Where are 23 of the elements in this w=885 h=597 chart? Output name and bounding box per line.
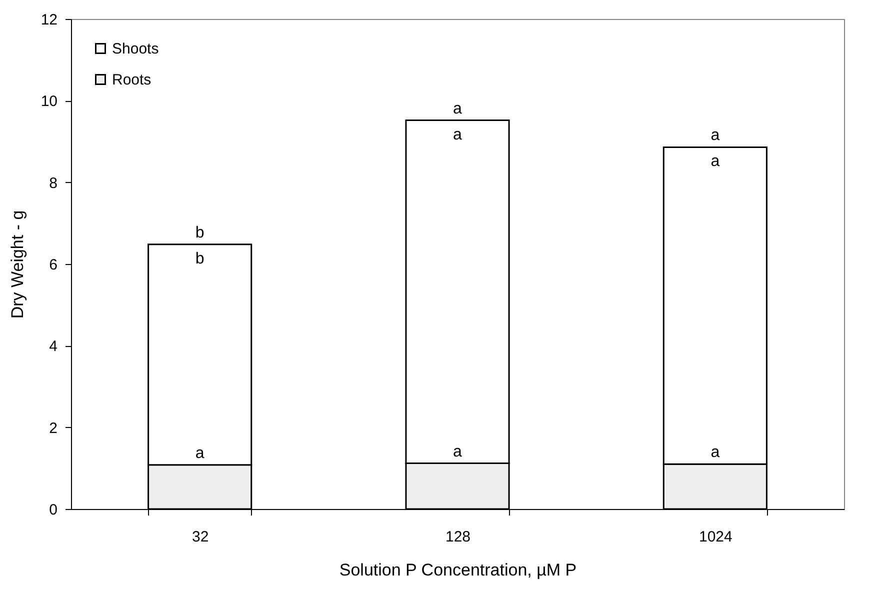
y-tick-label: 0 [49,502,58,518]
y-axis-title: Dry Weight - g [8,210,27,319]
annotation: b [195,224,204,242]
y-tick-label: 6 [49,256,58,274]
y-tick-label: 10 [40,93,58,110]
legend-label: Roots [112,72,152,88]
y-tick-label: 2 [49,420,58,437]
x-axis-title: Solution P Concentration, µM P [339,560,577,580]
annotation: a [710,127,720,144]
annotation: b [195,250,204,268]
annotation: a [453,126,462,144]
y-tick-label: 8 [49,174,58,192]
annotation: a [195,444,204,462]
annotation: a [710,444,720,462]
legend-label: Shoots [112,40,159,58]
annotation: a [710,153,720,170]
x-tick-label: 128 [445,528,471,546]
annotation: a [453,443,462,460]
x-tick-label: 32 [192,528,209,546]
annotation: a [453,100,462,118]
y-tick-label: 12 [40,12,58,28]
x-tick-label: 1024 [698,528,732,546]
y-tick-label: 4 [49,338,58,356]
